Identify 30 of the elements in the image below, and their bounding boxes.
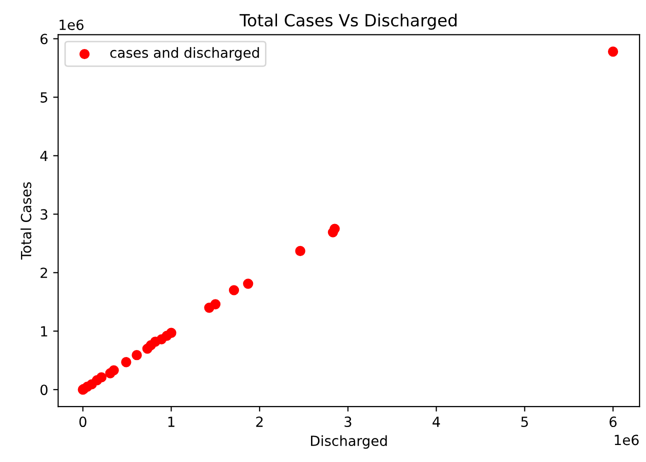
y-tick-label: 4 xyxy=(40,150,48,161)
point xyxy=(328,227,338,238)
legend-label: cases and discharged xyxy=(110,47,259,61)
point xyxy=(132,350,142,360)
x-tick-label: 6 xyxy=(610,416,617,428)
point xyxy=(121,357,132,368)
x-tick-label: 3 xyxy=(344,416,352,428)
y-tick-label: 2 xyxy=(40,268,48,278)
text: 1e6 xyxy=(60,20,84,30)
point xyxy=(105,368,116,378)
y-tick-label: 5 xyxy=(40,92,48,103)
point xyxy=(295,246,306,256)
x-tick-label: 0 xyxy=(79,416,86,428)
x-tick-label: 4 xyxy=(432,416,440,427)
y-tick-label: 6 xyxy=(40,34,48,44)
chart-title: Total Cases Vs Discharged xyxy=(240,14,457,30)
x-tick-label: 2 xyxy=(256,416,263,427)
y-tick-label: 3 xyxy=(40,209,48,220)
point xyxy=(608,46,618,57)
y-tick-label: 1 xyxy=(41,326,48,336)
point xyxy=(142,344,152,354)
point xyxy=(228,285,240,296)
point xyxy=(204,302,214,313)
x-tick-label: 5 xyxy=(521,416,528,428)
y-axis-title: Total Cases xyxy=(20,182,32,260)
point xyxy=(243,278,254,289)
text: 1e6 xyxy=(614,434,639,446)
x-tick-label: 1 xyxy=(168,416,174,427)
x-axis-title: Discharged xyxy=(311,435,387,449)
y-tick-label: 0 xyxy=(40,384,48,396)
